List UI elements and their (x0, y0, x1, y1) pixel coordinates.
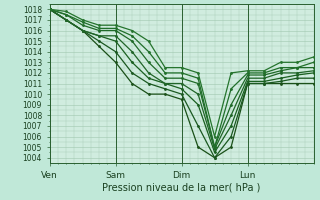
X-axis label: Pression niveau de la mer( hPa ): Pression niveau de la mer( hPa ) (102, 182, 261, 192)
